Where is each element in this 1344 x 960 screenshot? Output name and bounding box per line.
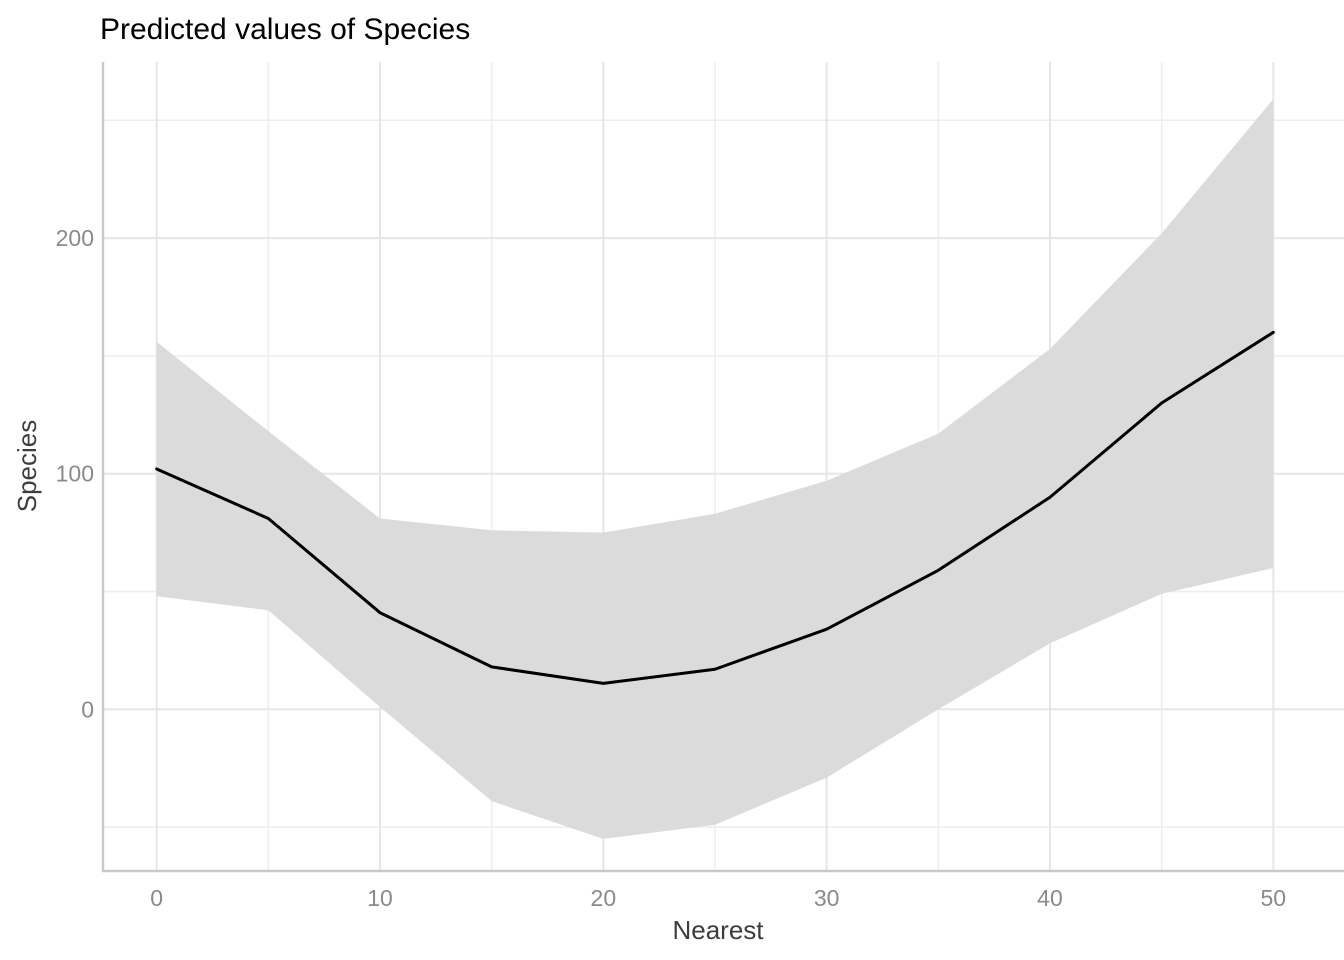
y-axis-title: Species: [12, 420, 42, 513]
x-tick-label: 0: [150, 885, 163, 911]
x-tick-label: 40: [1037, 885, 1063, 911]
y-tick-label: 0: [81, 696, 94, 722]
x-tick-label: 30: [814, 885, 840, 911]
confidence-ribbon: [156, 99, 1274, 839]
y-axis-tick-labels: 0 100 200: [56, 225, 94, 722]
x-tick-label: 10: [367, 885, 393, 911]
x-axis-tick-labels: 0 10 20 30 40 50: [150, 885, 1286, 911]
y-tick-label: 100: [56, 461, 94, 487]
prediction-line: [155, 330, 1275, 685]
x-axis-title: Nearest: [672, 915, 764, 945]
chart-title: Predicted values of Species: [100, 13, 470, 46]
y-tick-label: 200: [56, 225, 94, 251]
x-tick-label: 50: [1261, 885, 1287, 911]
x-tick-label: 20: [591, 885, 617, 911]
